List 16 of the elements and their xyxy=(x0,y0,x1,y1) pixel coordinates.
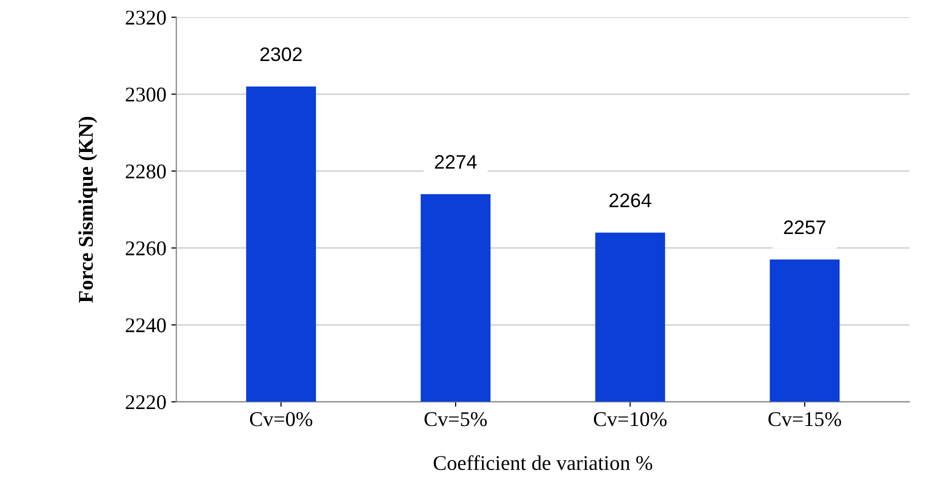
y-tick-label: 2300 xyxy=(126,88,166,102)
data-label: 2302 xyxy=(260,47,302,62)
data-label: 2274 xyxy=(434,155,477,169)
x-tick-label: Cv=10% xyxy=(594,412,667,426)
y-tick-label: 2240 xyxy=(126,318,166,332)
x-axis-title: Coefficient de variation % xyxy=(434,455,652,470)
x-tick-label: Cv=5% xyxy=(424,412,487,426)
x-tick-label: Cv=0% xyxy=(250,412,312,426)
y-axis-title: Force Sismique (KN) xyxy=(78,116,98,303)
data-label: 2257 xyxy=(784,220,826,234)
y-tick-label: 2280 xyxy=(126,164,166,179)
y-tick-label: 2260 xyxy=(126,241,166,256)
x-tick-label: Cv=15% xyxy=(768,412,842,426)
y-tick-label: 2320 xyxy=(126,10,166,25)
data-label: 2264 xyxy=(610,193,652,208)
y-tick-label: 2220 xyxy=(126,395,166,410)
